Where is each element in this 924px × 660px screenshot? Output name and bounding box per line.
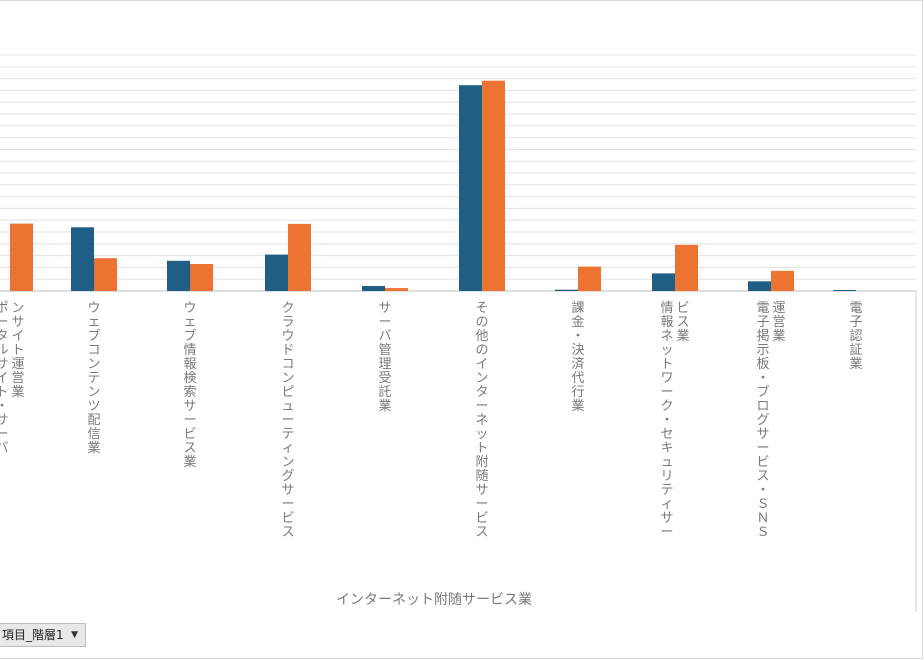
bar-series2-2[interactable] [94, 258, 117, 291]
x-tick-label: ポータルサイト・サーバ [0, 301, 9, 456]
bar-series1-3[interactable] [167, 260, 190, 291]
bars [10, 80, 856, 291]
bar-series2-4[interactable] [288, 223, 311, 291]
x-tick-label: その他のインターネット附随サービス [475, 301, 488, 540]
x-tick-label: サーバ管理受託業 [378, 301, 391, 414]
x-tick-label: ンサイト運営業 [11, 301, 24, 400]
x-tick-label: 電子掲示板・ブログサービス・ＳＮＳ [756, 301, 769, 540]
bar-series2-5[interactable] [385, 288, 408, 291]
bar-series2-3[interactable] [190, 264, 213, 291]
bar-series1-7[interactable] [555, 289, 578, 291]
x-tick-label: 情報ネットワーク・セキュリティサー [660, 301, 673, 540]
bar-series1-10[interactable] [833, 290, 856, 291]
bar-series2-6[interactable] [482, 80, 505, 291]
bar-series1-6[interactable] [459, 85, 482, 291]
dropdown-arrow-icon: ▼ [71, 630, 78, 640]
bar-series1-2[interactable] [71, 227, 94, 291]
bar-series1-9[interactable] [748, 281, 771, 291]
bar-series2-1[interactable] [10, 223, 33, 291]
bar-series1-5[interactable] [362, 286, 385, 291]
bar-series2-9[interactable] [771, 270, 794, 291]
x-tick-label: ビス業 [676, 301, 689, 344]
x-tick-label: 電子認証業 [849, 301, 862, 372]
x-tick-label: クラウドコンピューティングサービス [281, 301, 294, 540]
bar-series1-8[interactable] [652, 273, 675, 291]
bar-series2-7[interactable] [578, 266, 601, 291]
field-filter-button[interactable]: 項目_階層1 ▼ [0, 623, 86, 647]
bar-series1-4[interactable] [265, 254, 288, 291]
bar-series2-8[interactable] [675, 244, 698, 291]
x-tick-label: ウェブ情報検索サービス業 [183, 301, 196, 470]
x-tick-label: ウェブコンテンツ配信業 [87, 301, 100, 456]
x-tick-label: 運営業 [772, 301, 785, 344]
x-tick-label: 課金・決済代行業 [571, 300, 584, 414]
x-axis-title: インターネット附随サービス業 [336, 592, 532, 608]
field-filter-label: 項目_階層1 [2, 628, 64, 642]
